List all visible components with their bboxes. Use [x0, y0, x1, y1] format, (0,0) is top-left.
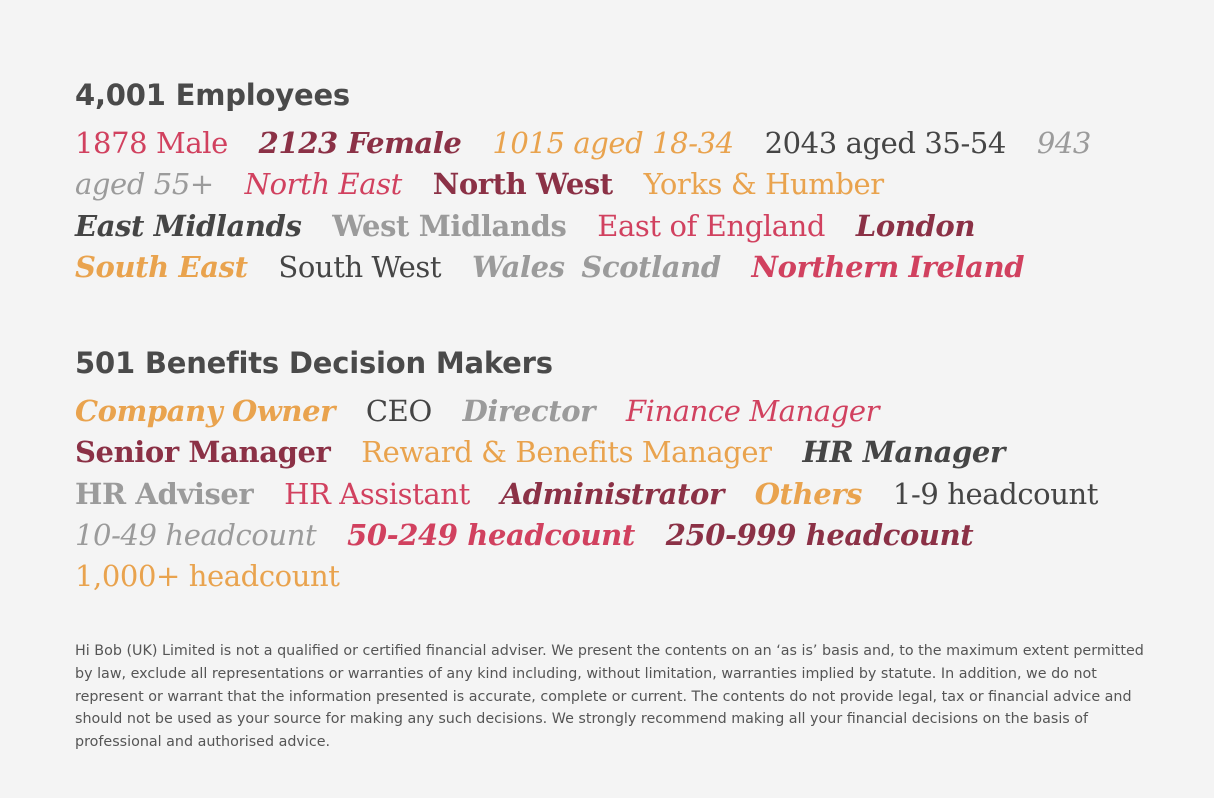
tag-aged-35-54: 2043 aged 35-54 — [764, 126, 1007, 160]
tag-ceo: CEO — [365, 394, 432, 428]
tag-south-west: South West — [278, 249, 442, 284]
tag-east-midlands: East Midlands — [75, 208, 302, 243]
employees-tag-cloud: 1878 Male 2123 Female 1015 aged 18-34 20… — [75, 123, 1155, 288]
tag-west-midlands: West Midlands — [332, 208, 567, 243]
tag-east-of-england: East of England — [597, 208, 826, 243]
tag-hr-adviser: HR Adviser — [75, 476, 254, 511]
disclaimer-text: Hi Bob (UK) Limited is not a qualified o… — [75, 643, 1144, 751]
tag-north-east: North East — [244, 167, 403, 202]
employees-heading: 4,001 Employees — [75, 78, 350, 112]
tag-female: 2123 Female — [258, 126, 462, 160]
decision-makers-heading: 501 Benefits Decision Makers — [75, 346, 553, 380]
tag-yorks-humber: Yorks & Humber — [643, 167, 885, 202]
tag-male: 1878 Male — [75, 126, 228, 160]
tag-north-west: North West — [432, 167, 613, 202]
tag-administrator: Administrator — [500, 476, 725, 511]
tag-wales: Wales — [471, 249, 565, 284]
tag-company-owner: Company Owner — [75, 394, 336, 428]
tag-director: Director — [462, 394, 596, 428]
tag-senior-manager: Senior Manager — [75, 435, 331, 470]
tag-50-249-headcount: 50-249 headcount — [347, 517, 635, 552]
tag-250-999-headcount: 250-999 headcount — [665, 517, 974, 552]
tag-hr-assistant: HR Assistant — [284, 476, 470, 511]
tag-hr-manager: HR Manager — [802, 435, 1005, 470]
tag-london: London — [855, 208, 976, 243]
tag-aged-18-34: 1015 aged 18-34 — [492, 126, 734, 160]
tag-1000-plus-headcount: 1,000+ headcount — [75, 559, 340, 594]
tag-reward-benefits-manager: Reward & Benefits Manager — [361, 435, 772, 470]
tag-northern-ireland: Northern Ireland — [751, 249, 1025, 284]
tag-finance-manager: Finance Manager — [625, 394, 880, 428]
tag-scotland: Scotland — [581, 249, 721, 284]
tag-south-east: South East — [75, 249, 248, 284]
tag-1-9-headcount: 1-9 headcount — [892, 476, 1099, 511]
decision-makers-tag-cloud: Company Owner CEO Director Finance Manag… — [75, 391, 1155, 597]
tag-aged-55-plus: 943 aged 55+ — [75, 126, 1091, 202]
tag-others: Others — [754, 476, 863, 511]
tag-10-49-headcount: 10-49 headcount — [75, 517, 317, 552]
